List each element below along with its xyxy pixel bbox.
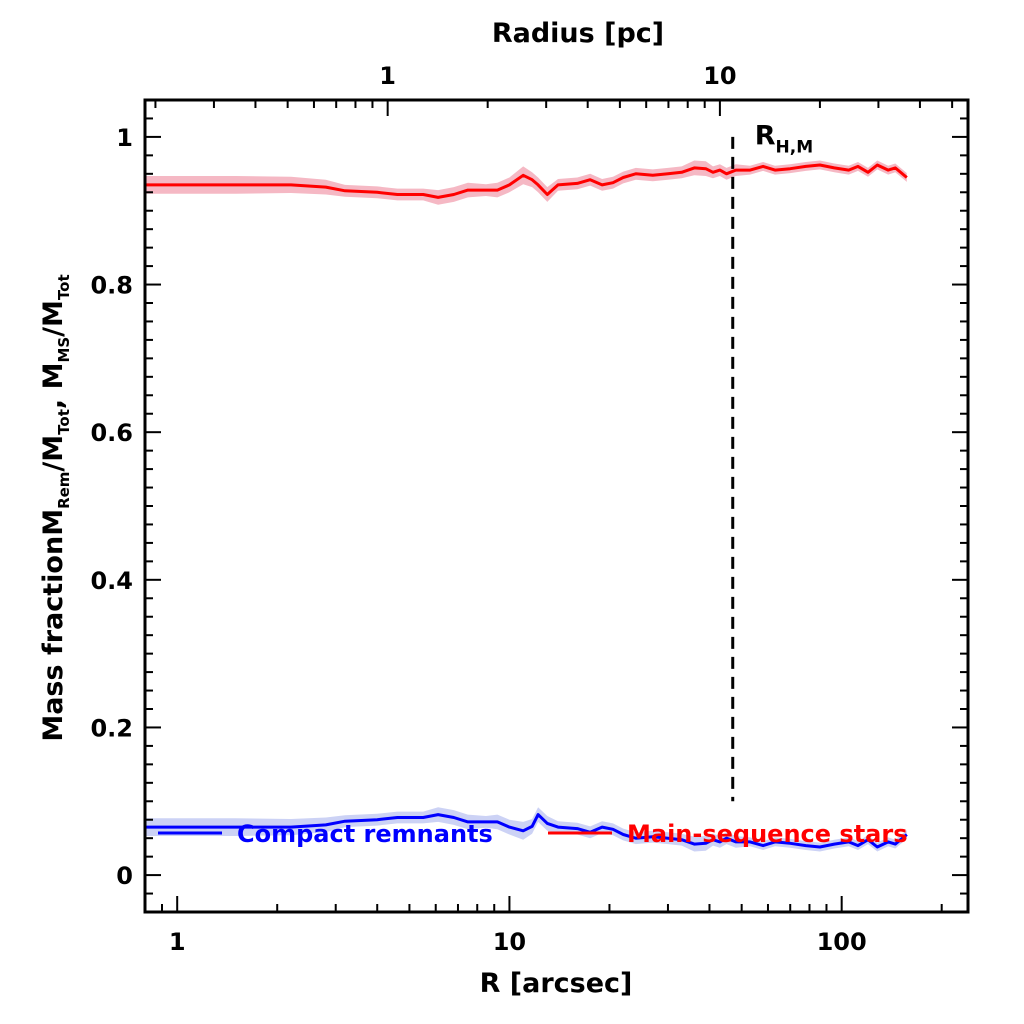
y-ms-den: M: [38, 300, 69, 327]
x-tick-label: 100: [817, 928, 867, 956]
legend: Compact remnants Main-sequence stars: [158, 820, 907, 848]
y-tick-label: 0.4: [90, 567, 133, 595]
x-tick-label: 1: [169, 928, 186, 956]
x-axis-label: R [arcsec]: [480, 968, 633, 999]
y-tick-label: 0: [116, 862, 133, 890]
y-rem-num-sub: Rem: [55, 472, 73, 509]
svg-text:Mass fractionMRem/MTot, MMS/MT: Mass fractionMRem/MTot, MMS/MTot: [38, 274, 73, 741]
top-axis-label: Radius [pc]: [492, 18, 664, 49]
top-tick-label: 10: [703, 62, 736, 90]
y-tick-label: 0.8: [90, 272, 133, 300]
legend-label-compact-remnants: Compact remnants: [237, 820, 493, 848]
y-tick-label: 0.2: [90, 714, 133, 742]
y-ms-den-sub: Tot: [55, 274, 73, 300]
y-axis-label-main: Mass fraction: [38, 536, 69, 742]
annotation-main: R: [755, 120, 776, 151]
half-mass-radius-annotation: RH,M: [755, 120, 813, 157]
y-rem-den: M: [38, 435, 69, 462]
axis-ticks: [144, 99, 968, 913]
y-ms-num: M: [38, 363, 69, 390]
y-ms-num-sub: MS: [55, 337, 73, 363]
y-axis-label: Mass fractionMRem/MTot, MMS/MTot: [38, 274, 73, 741]
legend-label-main-sequence: Main-sequence stars: [627, 820, 907, 848]
y-tick-label: 1: [116, 124, 133, 152]
y-tick-label: 0.6: [90, 419, 133, 447]
annotation-sub: H,M: [776, 137, 814, 157]
series-lines: [144, 163, 908, 849]
y-rem-den-sub: Tot: [55, 409, 73, 435]
x-tick-label: 10: [493, 928, 526, 956]
top-tick-label: 1: [379, 62, 396, 90]
y-rem-num: M: [38, 509, 69, 536]
